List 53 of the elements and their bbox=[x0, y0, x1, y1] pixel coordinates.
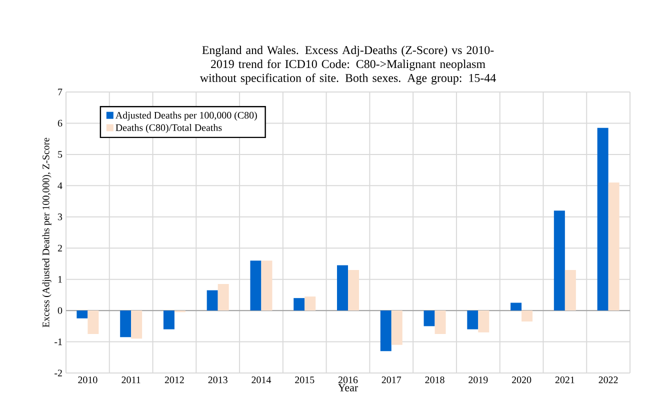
bar bbox=[380, 310, 392, 352]
y-tick-label: 7 bbox=[58, 88, 62, 96]
y-tick-label: 1 bbox=[58, 276, 62, 283]
bar bbox=[304, 296, 316, 311]
y-tick-label: 4 bbox=[58, 182, 62, 189]
x-tick-label: 2013 bbox=[208, 376, 228, 384]
bar bbox=[206, 290, 218, 311]
bar bbox=[76, 310, 88, 318]
bar bbox=[391, 310, 402, 345]
bar bbox=[163, 310, 174, 330]
x-axis-title: Year bbox=[338, 384, 358, 392]
bar bbox=[424, 310, 435, 326]
bar bbox=[294, 298, 305, 311]
x-tick-label: 2020 bbox=[512, 376, 532, 384]
bar bbox=[597, 128, 608, 311]
bar bbox=[564, 270, 576, 311]
x-tick-label: 2021 bbox=[555, 376, 574, 384]
legend-label: Deaths (C80)/Total Deaths bbox=[116, 124, 222, 134]
bar bbox=[608, 182, 620, 311]
x-tick-label: 2015 bbox=[295, 376, 314, 384]
bar bbox=[554, 210, 565, 311]
bar bbox=[478, 310, 490, 332]
x-tick-label: 2018 bbox=[425, 376, 444, 384]
bar bbox=[348, 270, 360, 311]
chart-title: England and Wales. Excess Adj-Deaths (Z-Score) vs 2010-2019 trend for ICD10 Code: C80->Malignant neoplasm without specification of site. Both sexes. Age group: 15-44 bbox=[200, 46, 496, 84]
bar bbox=[120, 310, 132, 338]
y-tick-label: 6 bbox=[58, 120, 62, 127]
bar bbox=[434, 310, 446, 334]
x-tick-label: 2014 bbox=[252, 376, 272, 384]
x-tick-label: 2017 bbox=[382, 376, 402, 384]
y-tick-label: -2 bbox=[54, 370, 62, 376]
x-tick-label: 2010 bbox=[78, 376, 98, 384]
y-tick-label: 2 bbox=[58, 244, 62, 252]
bar bbox=[510, 302, 522, 311]
bar bbox=[88, 310, 99, 334]
x-tick-label: 2016 bbox=[338, 376, 358, 384]
x-tick-label: 2012 bbox=[164, 376, 184, 384]
y-tick-label: 0 bbox=[58, 307, 62, 314]
bar bbox=[261, 260, 272, 311]
bar bbox=[337, 265, 348, 311]
bar bbox=[467, 310, 478, 330]
x-tick-label: 2022 bbox=[598, 376, 618, 384]
y-axis-title: Excess (Adjusted Deaths per 100,000), Z-Score bbox=[42, 138, 52, 328]
bar bbox=[522, 310, 533, 322]
y-tick-label: 3 bbox=[58, 214, 62, 220]
bar bbox=[250, 260, 262, 311]
bar bbox=[218, 284, 229, 311]
y-tick-label: -1 bbox=[54, 338, 62, 346]
bar bbox=[131, 310, 142, 339]
x-tick-label: 2019 bbox=[468, 376, 488, 384]
x-tick-label: 2011 bbox=[122, 376, 140, 384]
y-tick-label: 5 bbox=[58, 151, 62, 158]
legend-label: Adjusted Deaths per 100,000 (C80) bbox=[116, 112, 257, 121]
